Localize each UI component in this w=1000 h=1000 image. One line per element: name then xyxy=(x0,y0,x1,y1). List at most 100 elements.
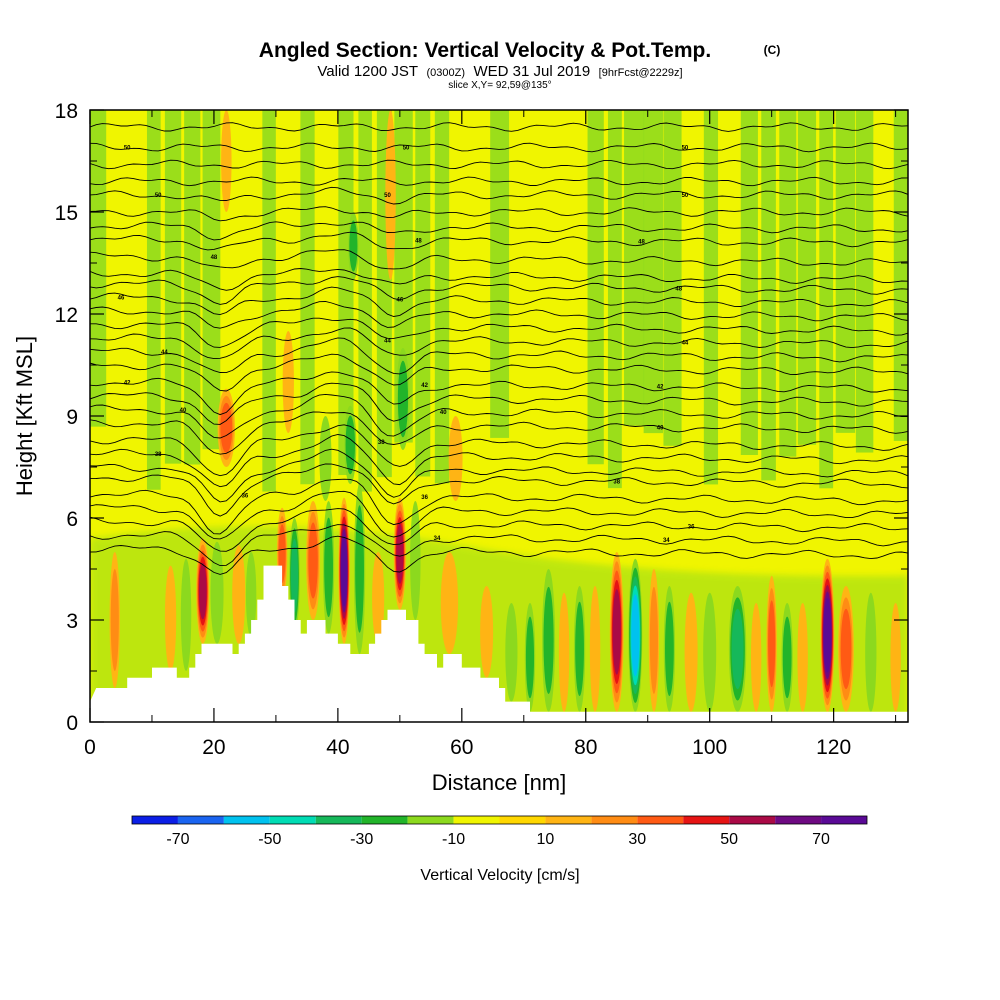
velocity-band xyxy=(609,552,624,712)
velocity-band xyxy=(344,405,357,484)
colorbar-swatch xyxy=(683,816,730,824)
shading-column xyxy=(358,110,372,492)
velocity-contour xyxy=(865,592,877,712)
theta-line xyxy=(90,186,908,205)
shading-column xyxy=(607,110,622,489)
velocity-contour xyxy=(221,110,232,212)
velocity-band xyxy=(393,497,406,610)
theta-line xyxy=(90,176,908,187)
velocity-contour xyxy=(631,594,640,677)
shading-column xyxy=(643,110,663,434)
velocity-contour xyxy=(448,416,463,501)
velocity-band xyxy=(663,586,676,712)
shading-column xyxy=(184,110,201,465)
velocity-contour xyxy=(340,535,348,607)
shading-column xyxy=(703,110,719,485)
colorbar-tick-label: -50 xyxy=(258,831,281,848)
x-tick-label: 20 xyxy=(202,736,225,759)
velocity-contour xyxy=(480,586,494,678)
shading-column xyxy=(490,110,510,438)
shading-column xyxy=(587,110,604,465)
colorbar-frame xyxy=(131,815,868,825)
velocity-contour xyxy=(823,598,832,673)
velocity-contour xyxy=(349,220,358,272)
colorbar-tick-label: -30 xyxy=(350,831,373,848)
theta-label: 40 xyxy=(657,426,664,432)
velocity-band xyxy=(410,501,421,620)
theta-label: 42 xyxy=(124,380,131,386)
shading-column xyxy=(146,110,161,490)
x-tick-label: 0 xyxy=(84,736,96,759)
theta-line xyxy=(90,122,908,132)
theta-label: 44 xyxy=(682,341,689,347)
colorbar-swatch xyxy=(132,816,178,824)
theta-line xyxy=(90,353,908,392)
velocity-contour xyxy=(220,402,233,453)
theta-line xyxy=(90,317,908,348)
theta-label: 50 xyxy=(682,193,689,199)
theta-label: 50 xyxy=(155,193,162,199)
velocity-contour xyxy=(731,608,744,690)
velocity-band xyxy=(542,569,556,712)
velocity-band xyxy=(558,592,570,712)
colorbar-swatch xyxy=(637,816,684,824)
chart-header: Angled Section: Vertical Velocity & Pot.… xyxy=(259,39,781,91)
theta-label: 50 xyxy=(403,145,410,151)
velocity-band xyxy=(372,552,385,644)
colorbar-swatch xyxy=(545,816,592,824)
colorbar-swatch xyxy=(821,816,867,824)
velocity-band xyxy=(289,518,300,634)
chart-title-tag: (C) xyxy=(764,43,781,57)
colorbar-swatch xyxy=(499,816,546,824)
theta-line xyxy=(90,448,908,503)
shading-column xyxy=(740,110,758,455)
plot-content: 50 50 50 50 50 50 48 48 48 48 46 46 44 44 44 42 42 42 40 40… xyxy=(90,110,908,722)
theta-line xyxy=(90,206,908,222)
theta-label: 34 xyxy=(663,538,670,544)
velocity-contour xyxy=(308,522,318,599)
velocity-band xyxy=(282,331,294,433)
forecast-info: [9hrFcst@2229z] xyxy=(599,67,683,79)
slice-info: slice X,Y= 92,59@135° xyxy=(448,80,551,91)
theta-line xyxy=(90,424,908,477)
theta-line xyxy=(90,382,908,425)
velocity-contour xyxy=(440,552,459,654)
theta-label: 42 xyxy=(421,383,428,389)
theta-label: 40 xyxy=(440,410,447,416)
theta-label: 36 xyxy=(688,524,695,530)
velocity-band xyxy=(180,558,192,672)
colorbar-swatch xyxy=(223,816,270,824)
colorbar-swatch xyxy=(361,816,408,824)
shading-column xyxy=(202,110,221,450)
theta-label: 40 xyxy=(180,408,187,414)
velocity-band xyxy=(628,558,643,712)
velocity-band xyxy=(217,388,236,467)
velocity-contour xyxy=(355,505,364,633)
colorbar-title: Vertical Velocity [cm/s] xyxy=(420,867,579,884)
theta-label: 36 xyxy=(242,493,249,499)
theta-label: 38 xyxy=(378,440,385,446)
theta-label: 48 xyxy=(415,239,422,245)
valid-time: Valid 1200 JST xyxy=(317,63,418,80)
velocity-contour xyxy=(385,110,396,280)
theta-line xyxy=(90,371,908,416)
velocity-contour xyxy=(684,592,698,712)
chart-title: Angled Section: Vertical Velocity & Pot.… xyxy=(259,39,711,62)
velocity-band xyxy=(196,538,210,644)
theta-line xyxy=(90,268,908,291)
x-tick-label: 60 xyxy=(450,736,473,759)
colorbar-tick-label: -70 xyxy=(166,831,189,848)
velocity-contour xyxy=(782,616,792,699)
colorbar-swatch xyxy=(407,816,454,824)
velocity-band xyxy=(448,416,463,501)
velocity-band xyxy=(865,592,877,712)
velocity-band xyxy=(820,558,835,712)
theta-line xyxy=(90,231,908,251)
shading-column xyxy=(663,110,682,446)
colorbar-swatch xyxy=(453,816,500,824)
velocity-band xyxy=(648,569,660,712)
theta-line xyxy=(90,411,908,455)
y-tick-label: 0 xyxy=(66,712,78,735)
theta-line xyxy=(90,286,908,317)
shading-column xyxy=(415,110,431,477)
